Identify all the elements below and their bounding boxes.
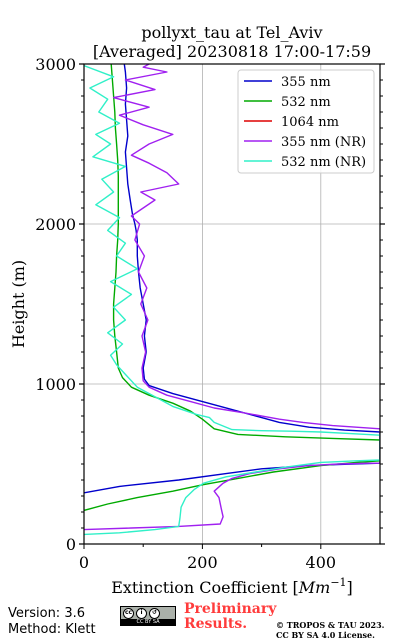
x-tick-label: 400 bbox=[306, 553, 337, 572]
copyright-notice: © TROPOS & TAU 2023. CC BY SA 4.0 Licens… bbox=[276, 620, 384, 640]
sa-icon: ↺ bbox=[149, 608, 160, 619]
footer-info: Version: 3.6 Method: Klett bbox=[8, 606, 96, 638]
y-tick-label: 1000 bbox=[35, 375, 76, 394]
legend-label-3: 355 nm (NR) bbox=[281, 135, 366, 150]
legend: 355 nm 532 nm 1064 nm 355 nm (NR) 532 nm (NR… bbox=[237, 69, 375, 174]
legend-label-0: 355 nm bbox=[281, 75, 331, 90]
preliminary-notice: Preliminary Results. bbox=[184, 602, 276, 632]
copyright-line2: CC BY SA 4.0 License. bbox=[276, 630, 375, 640]
ticks: 0 200 400 0 1000 2000 3000 bbox=[35, 55, 385, 572]
cc-license-badge: cc i ↺ CC BY SA bbox=[120, 606, 176, 626]
y-tick-label: 2000 bbox=[35, 215, 76, 234]
preliminary-line2: Results. bbox=[184, 616, 248, 632]
x-axis-label-text: Extinction Coefficient [ bbox=[111, 578, 299, 597]
x-tick-label: 200 bbox=[187, 553, 218, 572]
by-icon: i bbox=[136, 608, 147, 619]
y-axis-label: Height (m) bbox=[9, 260, 28, 348]
y-tick-label: 3000 bbox=[35, 55, 76, 74]
x-tick-label: 0 bbox=[79, 553, 89, 572]
legend-label-2: 1064 nm bbox=[281, 115, 339, 130]
x-axis-label: Extinction Coefficient [Mm−1] bbox=[111, 576, 353, 597]
x-axis-label-exp: −1 bbox=[330, 576, 346, 589]
x-axis-label-unit: Mm bbox=[298, 578, 331, 597]
legend-label-4: 532 nm (NR) bbox=[281, 155, 366, 170]
chart-subtitle: [Averaged] 20230818 17:00-17:59 bbox=[93, 42, 371, 61]
cc-icons: cc i ↺ bbox=[121, 607, 175, 620]
method-text: Method: Klett bbox=[8, 622, 96, 637]
preliminary-line1: Preliminary bbox=[184, 601, 277, 617]
series-layer bbox=[84, 64, 380, 536]
y-tick-label: 0 bbox=[66, 535, 76, 554]
x-axis-label-close: ] bbox=[347, 578, 353, 597]
series-line-4 bbox=[84, 64, 380, 536]
legend-box bbox=[237, 69, 375, 174]
copyright-line1: © TROPOS & TAU 2023. bbox=[276, 620, 385, 630]
version-text: Version: 3.6 bbox=[8, 606, 85, 621]
cc-icon: cc bbox=[123, 608, 134, 619]
series-line-3 bbox=[84, 64, 380, 531]
chart-title: pollyxt_tau at Tel_Aviv bbox=[141, 23, 322, 42]
cc-badge-label: CC BY SA bbox=[121, 619, 175, 625]
legend-label-1: 532 nm bbox=[281, 95, 331, 110]
